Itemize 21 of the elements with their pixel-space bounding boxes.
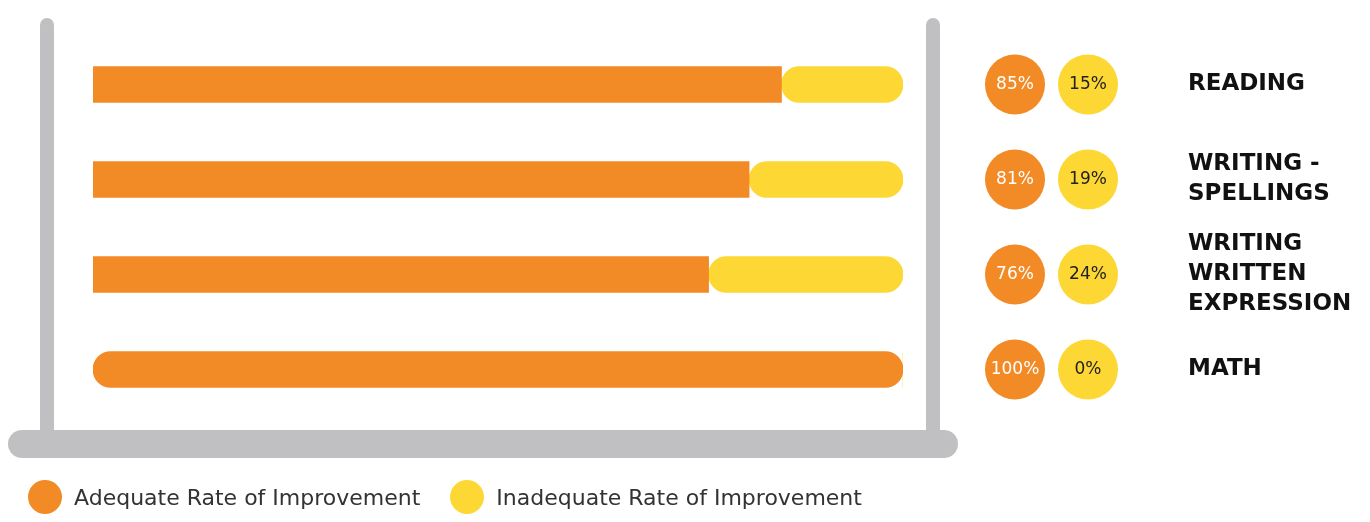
y-tick-label: WRITING - SPELLINGS xyxy=(1188,149,1330,206)
data-label: 100% xyxy=(990,357,1040,378)
legend-label: Adequate Rate of Improvement xyxy=(74,484,421,510)
data-label: 85% xyxy=(996,72,1034,93)
bar xyxy=(781,66,903,103)
bar xyxy=(748,161,903,198)
y-tick-label: WRITING WRITTEN EXPRESSION xyxy=(1188,229,1352,316)
y-tick-label: MATH xyxy=(1188,354,1262,381)
bar xyxy=(93,351,903,388)
data-label: 19% xyxy=(1069,167,1107,188)
data-label: 15% xyxy=(1069,72,1107,93)
bar xyxy=(93,256,709,293)
bar xyxy=(93,66,782,103)
y-tick-label: READING xyxy=(1188,69,1305,96)
data-label: 81% xyxy=(996,167,1034,188)
bar xyxy=(708,256,903,293)
data-label: 24% xyxy=(1069,262,1107,283)
bar xyxy=(93,161,750,198)
data-label: 0% xyxy=(1074,357,1102,378)
legend-label: Inadequate Rate of Improvement xyxy=(496,484,862,510)
data-label: 76% xyxy=(996,262,1034,283)
